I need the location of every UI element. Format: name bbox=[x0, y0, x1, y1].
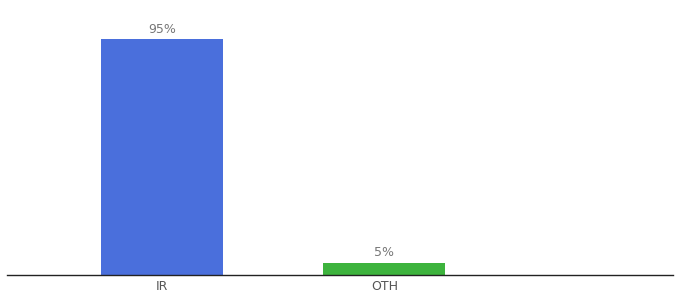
Bar bbox=[324, 263, 445, 275]
Text: 5%: 5% bbox=[375, 246, 394, 259]
Bar bbox=[101, 39, 224, 275]
Text: 95%: 95% bbox=[148, 22, 176, 35]
